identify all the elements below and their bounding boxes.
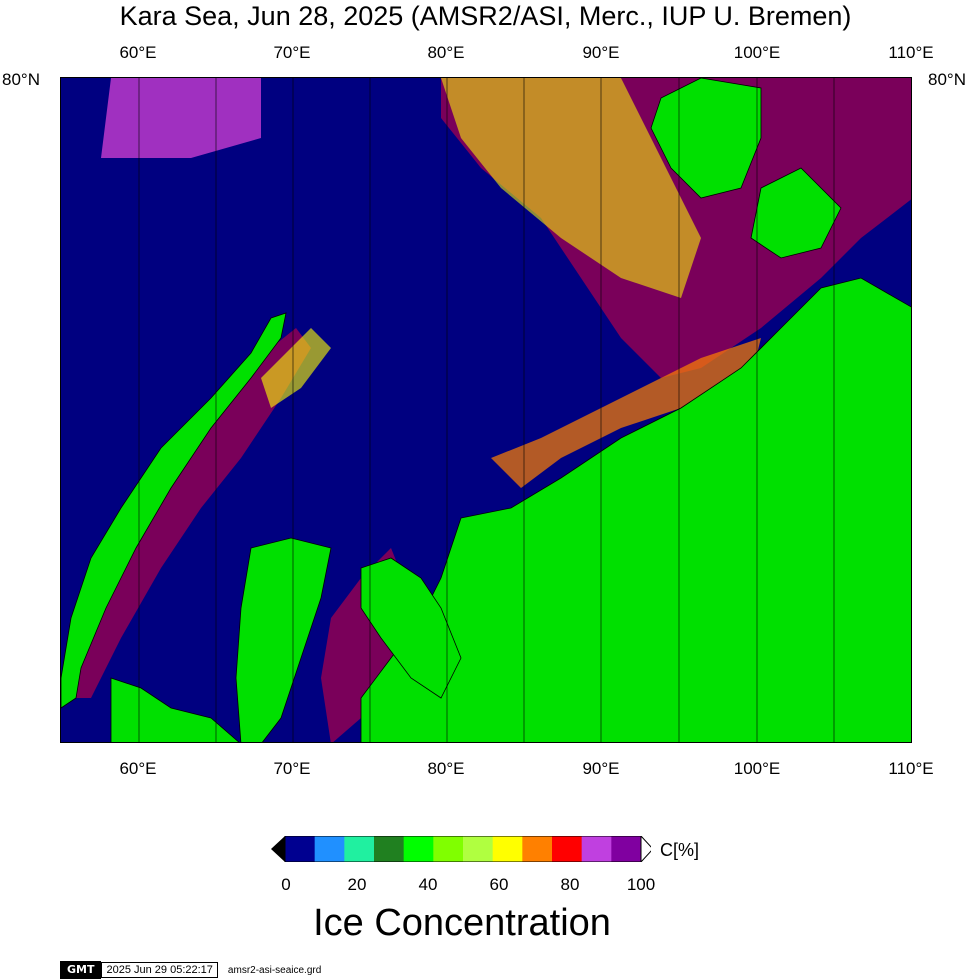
colorbar-tick-20: 20 (347, 875, 367, 894)
lon-tick-top-110: 110°E (888, 43, 934, 62)
colorbar-segment (581, 836, 612, 862)
colorbar-segment (314, 836, 345, 862)
map-canvas (61, 78, 911, 742)
colorbar-tick-40: 40 (418, 875, 438, 894)
colorbar-title: Ice Concentration (313, 902, 611, 944)
colorbar-segment (463, 836, 494, 862)
lat-label-right: 80°N (928, 70, 966, 89)
sea-ice-map (60, 77, 912, 743)
colorbar-segment (285, 836, 316, 862)
colorbar-segment (433, 836, 464, 862)
graticule (138, 78, 835, 742)
lon-tick-bottom-110: 110°E (888, 759, 934, 778)
colorbar-tick-80: 80 (560, 875, 580, 894)
colorbar-segment (611, 836, 642, 862)
lon-tick-top-80: 80°E (427, 43, 465, 62)
colorbar-segment (374, 836, 405, 862)
colorbar-segment (403, 836, 434, 862)
colorbar-tick-0: 0 (281, 875, 291, 894)
colorbar-segment (492, 836, 523, 862)
timestamp: 2025 Jun 29 05:22:17 (101, 962, 218, 978)
sea-ice-areas (61, 78, 911, 742)
colorbar-segment (552, 836, 583, 862)
colorbar-segment (344, 836, 375, 862)
lon-tick-bottom-80: 80°E (427, 759, 465, 778)
land-areas (61, 78, 911, 742)
colorbar (271, 836, 651, 862)
lon-tick-bottom-60: 60°E (119, 759, 157, 778)
lon-tick-bottom-90: 90°E (582, 759, 620, 778)
colorbar-unit: C[%] (660, 840, 700, 860)
colorbar-low-arrow (271, 836, 285, 862)
footer: GMT 2025 Jun 29 05:22:17 amsr2-asi-seaic… (60, 961, 322, 979)
lon-tick-top-100: 100°E (733, 43, 781, 62)
colorbar-segments (285, 836, 642, 862)
lon-tick-top-90: 90°E (582, 43, 620, 62)
lon-tick-bottom-100: 100°E (733, 759, 781, 778)
colorbar-tick-60: 60 (489, 875, 509, 894)
lon-tick-bottom-70: 70°E (273, 759, 311, 778)
colorbar-segment (522, 836, 553, 862)
lat-label-left: 80°N (2, 70, 40, 89)
colorbar-tick-100: 100 (626, 875, 656, 894)
gmt-logo: GMT (60, 961, 102, 979)
colorbar-high-arrow (640, 836, 651, 862)
lon-tick-top-70: 70°E (273, 43, 311, 62)
lon-tick-top-60: 60°E (119, 43, 157, 62)
filename: amsr2-asi-seaice.grd (227, 964, 322, 976)
map-title: Kara Sea, Jun 28, 2025 (AMSR2/ASI, Merc.… (119, 1, 852, 31)
